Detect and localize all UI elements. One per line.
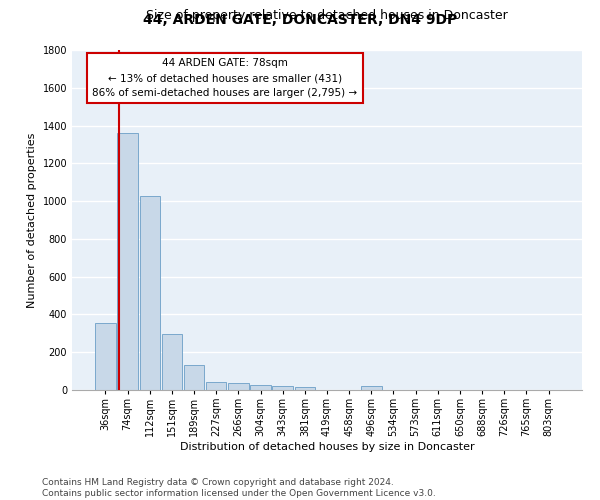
Bar [272,386,293,390]
Bar [161,334,182,390]
Bar [140,196,160,390]
Title: Size of property relative to detached houses in Doncaster: Size of property relative to detached ho… [146,10,508,22]
Y-axis label: Number of detached properties: Number of detached properties [27,132,37,308]
Text: Contains HM Land Registry data © Crown copyright and database right 2024.
Contai: Contains HM Land Registry data © Crown c… [42,478,436,498]
Bar [95,323,116,390]
Bar [295,387,315,390]
Bar [206,382,226,390]
Bar [250,384,271,390]
Bar [361,386,382,390]
Bar [118,133,138,390]
Text: 44 ARDEN GATE: 78sqm
← 13% of detached houses are smaller (431)
86% of semi-deta: 44 ARDEN GATE: 78sqm ← 13% of detached h… [92,58,358,98]
Text: 44, ARDEN GATE, DONCASTER, DN4 9DP: 44, ARDEN GATE, DONCASTER, DN4 9DP [143,12,457,26]
Bar [184,366,204,390]
Bar [228,383,248,390]
X-axis label: Distribution of detached houses by size in Doncaster: Distribution of detached houses by size … [179,442,475,452]
